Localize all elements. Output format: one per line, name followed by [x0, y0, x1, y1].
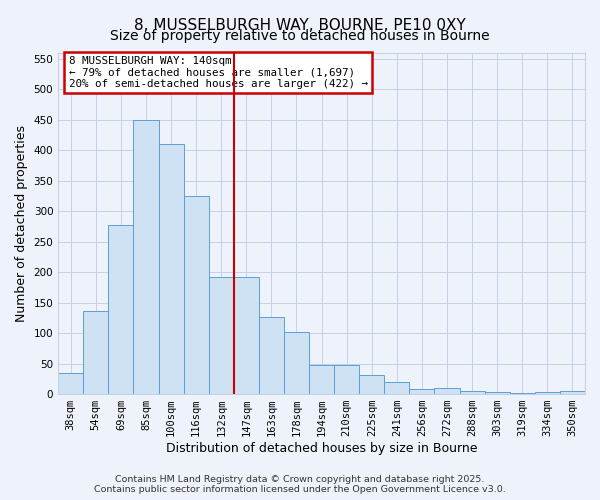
- Bar: [109, 224, 133, 394]
- Bar: [510, 393, 535, 394]
- Bar: [309, 366, 334, 394]
- Bar: [485, 392, 510, 394]
- Bar: [434, 388, 460, 394]
- Bar: [409, 389, 434, 394]
- Text: 8 MUSSELBURGH WAY: 140sqm
← 79% of detached houses are smaller (1,697)
20% of se: 8 MUSSELBURGH WAY: 140sqm ← 79% of detac…: [69, 56, 368, 89]
- Y-axis label: Number of detached properties: Number of detached properties: [15, 125, 28, 322]
- Bar: [535, 392, 560, 394]
- Bar: [234, 277, 259, 394]
- Text: Contains HM Land Registry data © Crown copyright and database right 2025.
Contai: Contains HM Land Registry data © Crown c…: [94, 474, 506, 494]
- Bar: [259, 317, 284, 394]
- Bar: [209, 277, 234, 394]
- Text: 8, MUSSELBURGH WAY, BOURNE, PE10 0XY: 8, MUSSELBURGH WAY, BOURNE, PE10 0XY: [134, 18, 466, 32]
- Bar: [460, 391, 485, 394]
- Bar: [359, 374, 385, 394]
- Bar: [133, 120, 158, 394]
- Bar: [58, 372, 83, 394]
- Text: Size of property relative to detached houses in Bourne: Size of property relative to detached ho…: [110, 29, 490, 43]
- Bar: [284, 332, 309, 394]
- Bar: [83, 310, 109, 394]
- Bar: [158, 144, 184, 394]
- Bar: [334, 366, 359, 394]
- Bar: [184, 196, 209, 394]
- X-axis label: Distribution of detached houses by size in Bourne: Distribution of detached houses by size …: [166, 442, 478, 455]
- Bar: [560, 391, 585, 394]
- Bar: [385, 382, 409, 394]
